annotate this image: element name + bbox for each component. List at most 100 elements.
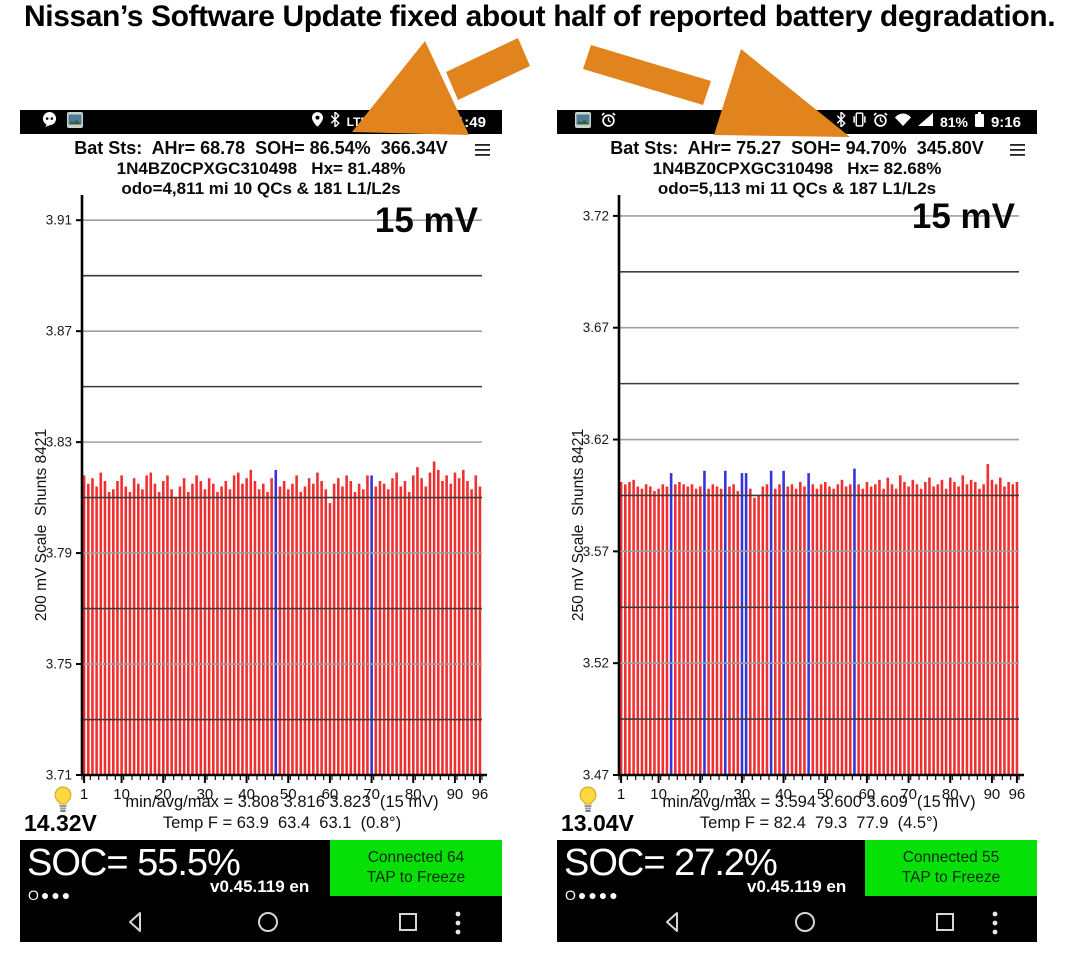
svg-text:3.83: 3.83 bbox=[46, 435, 72, 450]
odo-line: odo=4,811 mi 10 QCs & 181 L1/L2s bbox=[121, 179, 401, 198]
svg-text:20: 20 bbox=[692, 786, 709, 803]
signal-icon bbox=[917, 113, 933, 131]
battery-icon bbox=[432, 112, 442, 132]
back-button[interactable] bbox=[661, 910, 685, 939]
app-version: v0.45.119 en bbox=[747, 877, 847, 896]
soc-panel: SOC= 55.5% O●●● v0.45.119 en Connected 6… bbox=[20, 840, 502, 942]
svg-text:3.72: 3.72 bbox=[583, 208, 609, 223]
svg-text:Temp F = 82.4 79.3 77.9 (4.: Temp F = 82.4 79.3 77.9 (4.5°) bbox=[700, 814, 938, 832]
aux-battery-voltage: 13.04V bbox=[561, 810, 634, 836]
svg-text:30: 30 bbox=[734, 786, 751, 803]
svg-text:15 mV: 15 mV bbox=[912, 197, 1016, 236]
svg-text:3.57: 3.57 bbox=[583, 544, 609, 559]
svg-text:3.71: 3.71 bbox=[46, 768, 72, 783]
home-button[interactable] bbox=[256, 910, 280, 939]
bluetooth-icon bbox=[836, 110, 846, 132]
voice-chat-icon bbox=[42, 111, 57, 133]
svg-text:80: 80 bbox=[942, 786, 959, 803]
svg-text:1: 1 bbox=[80, 786, 88, 803]
vibrate-icon bbox=[853, 112, 866, 132]
vin-hx-line: 1N4BZ0CPXGC310498 Hx= 81.48% bbox=[116, 159, 406, 178]
svg-text:3.62: 3.62 bbox=[583, 432, 609, 447]
network-type-label: LTE bbox=[346, 115, 369, 129]
svg-text:80: 80 bbox=[405, 786, 422, 803]
svg-text:3.79: 3.79 bbox=[46, 546, 72, 561]
lightbulb-icon[interactable] bbox=[577, 786, 599, 819]
phone-screenshot-right: 81% 9:16 Bat Sts: AHr= 75.27 SOH= 94.70%… bbox=[557, 110, 1037, 942]
svg-text:3.91: 3.91 bbox=[46, 213, 72, 228]
overflow-menu-icon[interactable] bbox=[991, 910, 999, 941]
bat-sts-line: Bat Sts: AHr= 68.78 SOH= 86.54% 366.34V bbox=[74, 138, 448, 158]
connected-freeze-button[interactable]: Connected 64 TAP to Freeze bbox=[330, 840, 502, 896]
svg-text:70: 70 bbox=[900, 786, 917, 803]
tap-to-freeze-label: TAP to Freeze bbox=[366, 869, 466, 886]
lightbulb-icon[interactable] bbox=[52, 786, 74, 819]
menu-icon[interactable] bbox=[1010, 144, 1025, 162]
battery-status-header: Bat Sts: AHr= 75.27 SOH= 94.70% 345.80V … bbox=[557, 134, 1037, 199]
bat-sts-line: Bat Sts: AHr= 75.27 SOH= 94.70% 345.80V bbox=[610, 138, 984, 158]
recents-button[interactable] bbox=[933, 910, 957, 939]
battery-status-header: Bat Sts: AHr= 68.78 SOH= 86.54% 366.34V … bbox=[20, 134, 502, 199]
battery-percent-label: 81% bbox=[939, 114, 968, 130]
leafspy-app-icon bbox=[575, 111, 591, 133]
overflow-menu-icon[interactable] bbox=[454, 910, 462, 941]
svg-text:10: 10 bbox=[113, 786, 130, 803]
bluetooth-icon bbox=[330, 110, 340, 132]
back-button[interactable] bbox=[124, 910, 148, 939]
phone-screenshot-left: LTE 11:49 Bat Sts: AHr= 68.78 SOH= 86.54… bbox=[20, 110, 502, 942]
svg-text:90: 90 bbox=[984, 786, 1001, 803]
svg-text:90: 90 bbox=[447, 786, 464, 803]
svg-text:min/avg/max = 3.808 3.816 3.82: min/avg/max = 3.808 3.816 3.823 (15 mV) bbox=[125, 793, 438, 811]
svg-text:50: 50 bbox=[817, 786, 834, 803]
android-nav-bar bbox=[557, 904, 1037, 940]
status-bar: 81% 9:16 bbox=[557, 110, 1037, 134]
svg-text:1: 1 bbox=[617, 786, 625, 803]
svg-text:15 mV: 15 mV bbox=[375, 201, 479, 240]
recents-button[interactable] bbox=[396, 910, 420, 939]
connected-count: Connected 64 bbox=[367, 849, 465, 866]
svg-text:3.75: 3.75 bbox=[46, 657, 72, 672]
odo-line: odo=5,113 mi 11 QCs & 187 L1/L2s bbox=[657, 179, 937, 198]
location-icon bbox=[311, 112, 323, 132]
status-bar: LTE 11:49 bbox=[20, 110, 502, 134]
leafspy-app-icon bbox=[67, 111, 83, 133]
svg-text:96: 96 bbox=[1009, 786, 1026, 803]
clock-time: 9:16 bbox=[990, 113, 1021, 131]
svg-text:250 mV Scale Shunts 8421: 250 mV Scale Shunts 8421 bbox=[570, 429, 587, 621]
svg-text:60: 60 bbox=[859, 786, 876, 803]
wifi-icon bbox=[894, 113, 911, 131]
connected-count: Connected 55 bbox=[902, 849, 1000, 866]
cell-voltage-chart-left[interactable]: 3.91 3.87 3.83 3.79 3.75 3.71 1 10 20 30 40 50 60 70 8… bbox=[20, 195, 502, 845]
alarm-icon bbox=[873, 112, 888, 132]
svg-text:Temp F = 63.9 63.4 63.1 (0.: Temp F = 63.9 63.4 63.1 (0.8°) bbox=[163, 814, 401, 832]
screen-pager-dots: O●●● bbox=[28, 887, 73, 903]
svg-text:60: 60 bbox=[322, 786, 339, 803]
home-button[interactable] bbox=[793, 910, 817, 939]
svg-text:20: 20 bbox=[155, 786, 172, 803]
connected-freeze-button[interactable]: Connected 55 TAP to Freeze bbox=[865, 840, 1037, 896]
svg-text:40: 40 bbox=[238, 786, 255, 803]
menu-icon[interactable] bbox=[475, 144, 490, 162]
tap-to-freeze-label: TAP to Freeze bbox=[901, 869, 1001, 886]
svg-text:50: 50 bbox=[280, 786, 297, 803]
vin-hx-line: 1N4BZ0CPXGC310498 Hx= 82.68% bbox=[652, 159, 942, 178]
svg-text:3.67: 3.67 bbox=[583, 320, 609, 335]
svg-text:200 mV Scale Shunts 8421: 200 mV Scale Shunts 8421 bbox=[33, 429, 50, 621]
svg-text:10: 10 bbox=[650, 786, 667, 803]
cell-voltage-chart-right[interactable]: 3.72 3.67 3.62 3.57 3.52 3.47 1 10 20 30 40 50 60 70 8… bbox=[557, 195, 1039, 845]
svg-text:70: 70 bbox=[363, 786, 380, 803]
screen-pager-dots: O●●●● bbox=[565, 887, 620, 903]
svg-text:min/avg/max = 3.594 3.600 3.60: min/avg/max = 3.594 3.600 3.609 (15 mV) bbox=[662, 793, 975, 811]
battery-icon bbox=[974, 112, 984, 132]
svg-text:30: 30 bbox=[197, 786, 214, 803]
app-version: v0.45.119 en bbox=[210, 877, 310, 896]
svg-text:3.52: 3.52 bbox=[583, 656, 609, 671]
soc-value: SOC= 27.2% bbox=[564, 842, 778, 884]
svg-text:96: 96 bbox=[472, 786, 489, 803]
svg-text:3.87: 3.87 bbox=[46, 324, 72, 339]
alarm-icon bbox=[601, 112, 616, 132]
soc-panel: SOC= 27.2% O●●●● v0.45.119 en Connected … bbox=[557, 840, 1037, 942]
svg-text:40: 40 bbox=[775, 786, 792, 803]
svg-text:3.47: 3.47 bbox=[583, 768, 609, 783]
